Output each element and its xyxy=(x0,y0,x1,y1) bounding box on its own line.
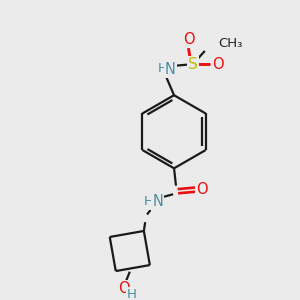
Text: CH₃: CH₃ xyxy=(218,37,243,50)
Text: O: O xyxy=(212,57,224,72)
Text: O: O xyxy=(196,182,208,197)
Text: N: N xyxy=(152,194,163,209)
Text: H: H xyxy=(158,62,167,75)
Text: H: H xyxy=(144,196,154,208)
Text: O: O xyxy=(118,281,130,296)
Text: N: N xyxy=(165,62,176,77)
Text: H: H xyxy=(127,288,137,300)
Text: O: O xyxy=(183,32,194,47)
Text: S: S xyxy=(188,57,198,72)
